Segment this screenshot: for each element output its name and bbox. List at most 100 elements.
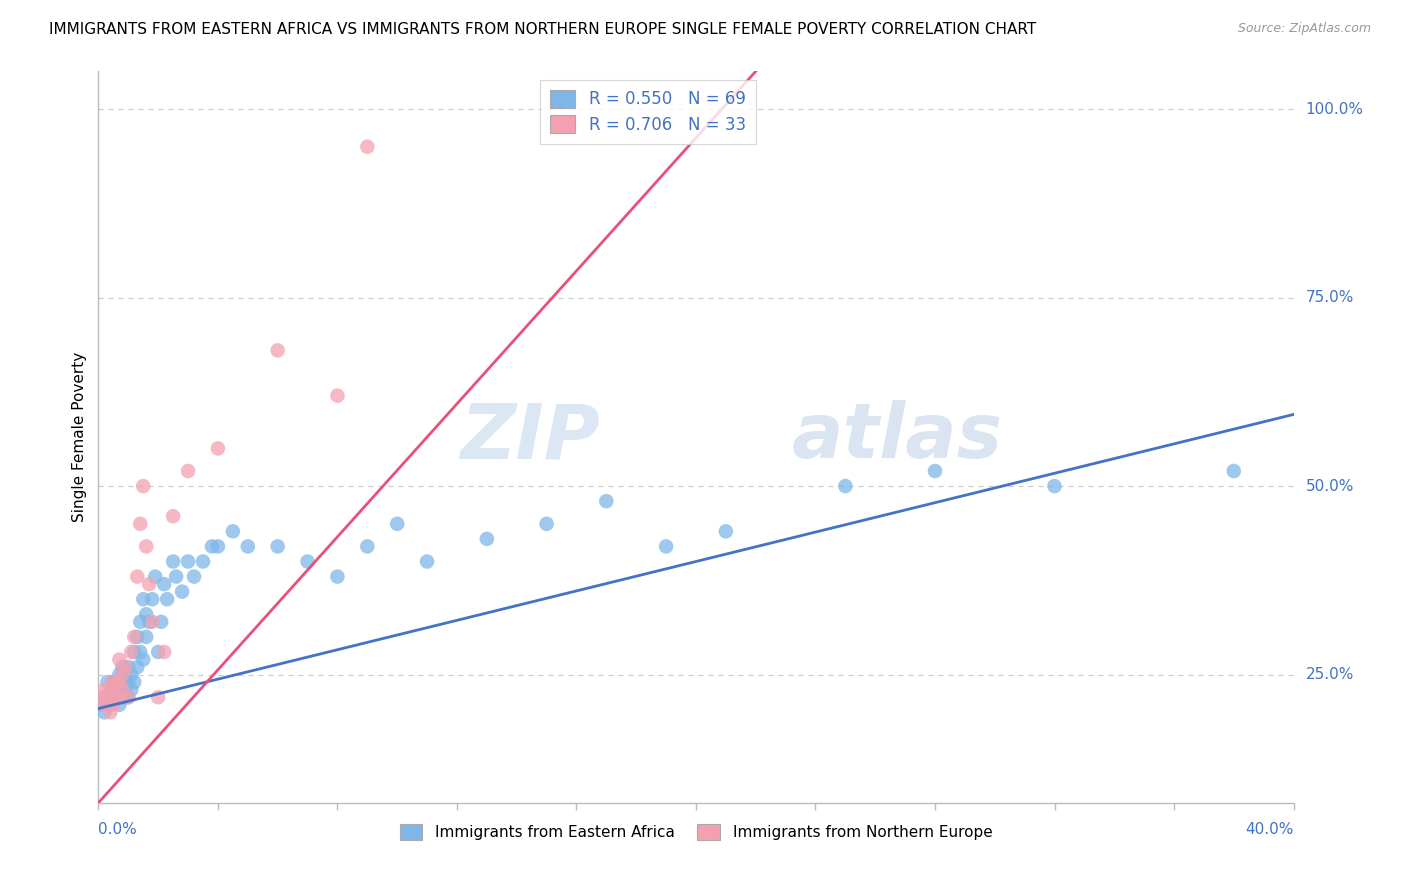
Point [93, 698, 115, 712]
Point [103, 675, 125, 690]
Point [714, 524, 737, 539]
Point [108, 652, 131, 666]
Point [201, 540, 224, 554]
Point [127, 630, 149, 644]
Point [135, 630, 157, 644]
Point [98, 682, 122, 697]
Point [124, 630, 146, 644]
Y-axis label: Single Female Poverty: Single Female Poverty [72, 352, 87, 522]
Point [385, 516, 409, 531]
Point [98, 698, 122, 712]
Point [356, 140, 378, 154]
Point [90, 690, 112, 705]
Point [124, 645, 146, 659]
Point [127, 660, 149, 674]
Point [114, 690, 136, 705]
Point [120, 682, 142, 697]
Text: 100.0%: 100.0% [1306, 102, 1364, 117]
Point [172, 584, 194, 599]
Point [326, 389, 349, 403]
Text: 50.0%: 50.0% [1306, 479, 1354, 493]
Point [141, 615, 163, 629]
Point [117, 675, 139, 690]
Text: Source: ZipAtlas.com: Source: ZipAtlas.com [1237, 22, 1371, 36]
Point [143, 569, 166, 583]
Text: 40.0%: 40.0% [1246, 822, 1294, 837]
Point [117, 690, 139, 705]
Point [96, 675, 118, 690]
Point [1223, 464, 1246, 478]
Point [207, 540, 229, 554]
Point [117, 690, 139, 705]
Point [150, 615, 173, 629]
Point [655, 540, 678, 554]
Point [153, 577, 176, 591]
Point [111, 682, 134, 697]
Point [191, 554, 214, 568]
Point [222, 524, 245, 539]
Point [595, 494, 617, 508]
Point [90, 698, 112, 712]
Point [132, 479, 155, 493]
Point [105, 690, 128, 705]
Text: 25.0%: 25.0% [1306, 667, 1354, 682]
Point [124, 675, 146, 690]
Point [103, 690, 125, 705]
Point [156, 592, 179, 607]
Point [1043, 479, 1066, 493]
Point [135, 607, 157, 622]
Point [114, 682, 136, 697]
Point [162, 554, 184, 568]
Text: atlas: atlas [792, 401, 1002, 474]
Point [138, 577, 160, 591]
Point [148, 690, 170, 705]
Point [834, 479, 856, 493]
Point [111, 667, 134, 681]
Point [117, 660, 139, 674]
Point [114, 660, 136, 674]
Point [103, 698, 125, 712]
Point [177, 464, 200, 478]
Point [207, 442, 229, 456]
Point [356, 540, 378, 554]
Point [148, 645, 170, 659]
Point [236, 540, 259, 554]
Point [183, 569, 205, 583]
Legend: Immigrants from Eastern Africa, Immigrants from Northern Europe: Immigrants from Eastern Africa, Immigran… [394, 817, 998, 847]
Point [138, 615, 160, 629]
Point [267, 540, 290, 554]
Point [93, 690, 115, 705]
Point [93, 706, 115, 720]
Text: IMMIGRANTS FROM EASTERN AFRICA VS IMMIGRANTS FROM NORTHERN EUROPE SINGLE FEMALE : IMMIGRANTS FROM EASTERN AFRICA VS IMMIGR… [49, 22, 1036, 37]
Point [120, 667, 142, 681]
Point [108, 690, 131, 705]
Point [416, 554, 439, 568]
Point [132, 652, 155, 666]
Point [475, 532, 498, 546]
Point [103, 675, 125, 690]
Point [108, 698, 131, 712]
Point [129, 615, 152, 629]
Point [108, 682, 131, 697]
Point [98, 706, 122, 720]
Point [108, 667, 131, 681]
Point [96, 690, 118, 705]
Point [141, 592, 163, 607]
Point [536, 516, 558, 531]
Point [111, 682, 134, 697]
Point [105, 675, 128, 690]
Text: ZIP: ZIP [461, 401, 600, 474]
Point [132, 592, 155, 607]
Point [120, 645, 142, 659]
Point [297, 554, 319, 568]
Point [98, 690, 122, 705]
Point [103, 682, 125, 697]
Point [111, 675, 134, 690]
Text: 0.0%: 0.0% [98, 822, 138, 837]
Point [105, 690, 128, 705]
Point [105, 675, 128, 690]
Point [114, 675, 136, 690]
Point [177, 554, 200, 568]
Point [267, 343, 290, 358]
Point [153, 645, 176, 659]
